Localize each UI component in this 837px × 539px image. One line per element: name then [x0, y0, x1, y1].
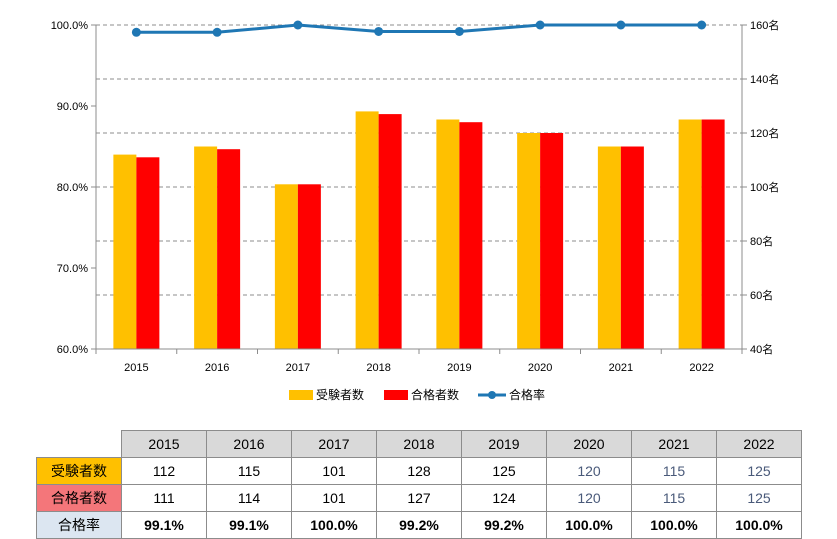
table-cell: 100.0%: [631, 511, 717, 539]
table-cell: 125: [461, 457, 547, 485]
table-cell: 99.2%: [376, 511, 462, 539]
right-tick-label: 100名: [750, 180, 779, 194]
rate-marker: [212, 27, 222, 37]
rate-line-path: [136, 23, 702, 34]
legend-label-rate: 合格率: [509, 387, 545, 402]
table-cell: 99.1%: [121, 511, 207, 539]
right-tick-label: 120名: [750, 126, 779, 140]
bar-applicants: [113, 154, 137, 349]
right-tick-label: 60名: [750, 288, 773, 302]
bar-applicants: [597, 146, 621, 349]
x-tick-label: 2020: [528, 362, 552, 374]
x-tick-label: 2022: [689, 362, 713, 374]
legend-swatch-passers: [384, 390, 408, 400]
table-row-label-passers: 合格者数: [36, 484, 122, 512]
x-tick-label: 2019: [447, 362, 471, 374]
table-cell: 100.0%: [291, 511, 377, 539]
x-tick-label: 2018: [366, 362, 390, 374]
table-cell: 125: [716, 484, 802, 512]
left-tick-label: 60.0%: [57, 344, 88, 356]
bar-applicants: [678, 119, 702, 349]
bar-applicants: [274, 184, 298, 349]
x-tick-label: 2021: [609, 362, 633, 374]
table-cell: 115: [631, 484, 717, 512]
right-tick-label: 40名: [750, 342, 773, 356]
table-cell: 120: [546, 457, 632, 485]
bar-passers: [297, 184, 321, 349]
left-tick-label: 90.0%: [57, 101, 88, 113]
table-header-year: 2020: [546, 430, 632, 458]
bar-applicants: [436, 119, 460, 349]
x-tick-label: 2016: [205, 362, 229, 374]
rate-line: [131, 20, 707, 37]
table-header-year: 2022: [716, 430, 802, 458]
table-cell: 115: [206, 457, 292, 485]
axes: 60.0% 70.0% 80.0% 90.0% 100.0% 40名 60名 80名 100名 1…: [51, 18, 780, 374]
legend-swatch-rate-marker: [488, 391, 496, 399]
table-row-passers: 合格者数 111 114 101 127 124 120 115 125: [36, 484, 802, 512]
bar-passers: [217, 149, 241, 349]
bar-passers: [136, 157, 160, 349]
bar-passers: [701, 119, 725, 349]
left-tick-label: 80.0%: [57, 182, 88, 194]
table-header-year: 2017: [291, 430, 377, 458]
table-cell: 114: [206, 484, 292, 512]
rate-marker: [454, 26, 464, 36]
table-cell: 125: [716, 457, 802, 485]
table-corner-cell: [36, 430, 122, 458]
rate-marker: [616, 20, 626, 30]
table-row-label-rate: 合格率: [36, 511, 122, 539]
bar-applicants: [194, 146, 218, 349]
table-cell: 128: [376, 457, 462, 485]
table-cell: 101: [291, 457, 377, 485]
gridlines: [96, 24, 742, 296]
right-tick-label: 140名: [750, 72, 779, 86]
table-header-year: 2015: [121, 430, 207, 458]
bar-applicants: [355, 111, 379, 350]
table-cell: 100.0%: [546, 511, 632, 539]
table-cell: 99.1%: [206, 511, 292, 539]
x-tick-label: 2017: [286, 362, 310, 374]
legend-swatch-applicants: [289, 390, 313, 400]
table-cell: 115: [631, 457, 717, 485]
bar-passers: [540, 133, 564, 349]
left-tick-label: 100.0%: [51, 20, 89, 32]
table-cell: 124: [461, 484, 547, 512]
table-row-rate: 合格率 99.1% 99.1% 100.0% 99.2% 99.2% 100.0…: [36, 511, 802, 539]
table-cell: 120: [546, 484, 632, 512]
left-tick-label: 70.0%: [57, 263, 88, 275]
table-cell: 111: [121, 484, 207, 512]
rate-marker: [374, 26, 384, 36]
table-row-label-applicants: 受験者数: [36, 457, 122, 485]
table-cell: 127: [376, 484, 462, 512]
right-tick-label: 80名: [750, 234, 773, 248]
legend: 受験者数 合格者数 合格率: [289, 387, 545, 402]
table-header-year: 2019: [461, 430, 547, 458]
rate-marker: [293, 20, 303, 30]
rate-marker: [131, 27, 141, 37]
legend-label-passers: 合格者数: [411, 387, 459, 402]
right-tick-label: 160名: [750, 18, 779, 32]
table-header-row: 2015 2016 2017 2018 2019 2020 2021 2022: [36, 430, 802, 458]
table-header-year: 2018: [376, 430, 462, 458]
rate-marker: [535, 20, 545, 30]
bar-applicants: [517, 133, 541, 349]
x-tick-label: 2015: [124, 362, 148, 374]
table-cell: 112: [121, 457, 207, 485]
bars: [113, 111, 725, 350]
legend-label-applicants: 受験者数: [316, 387, 364, 402]
bar-passers: [459, 122, 483, 349]
table-cell: 99.2%: [461, 511, 547, 539]
table-header-year: 2021: [631, 430, 717, 458]
rate-marker: [697, 20, 707, 30]
table-cell: 101: [291, 484, 377, 512]
combo-chart: 60.0% 70.0% 80.0% 90.0% 100.0% 40名 60名 80名 100名 1…: [51, 18, 780, 402]
table-header-year: 2016: [206, 430, 292, 458]
table-cell: 100.0%: [716, 511, 802, 539]
data-table: 2015 2016 2017 2018 2019 2020 2021 2022 …: [36, 430, 802, 539]
bar-passers: [620, 146, 644, 349]
table-row-applicants: 受験者数 112 115 101 128 125 120 115 125: [36, 457, 802, 485]
bar-passers: [378, 114, 402, 349]
